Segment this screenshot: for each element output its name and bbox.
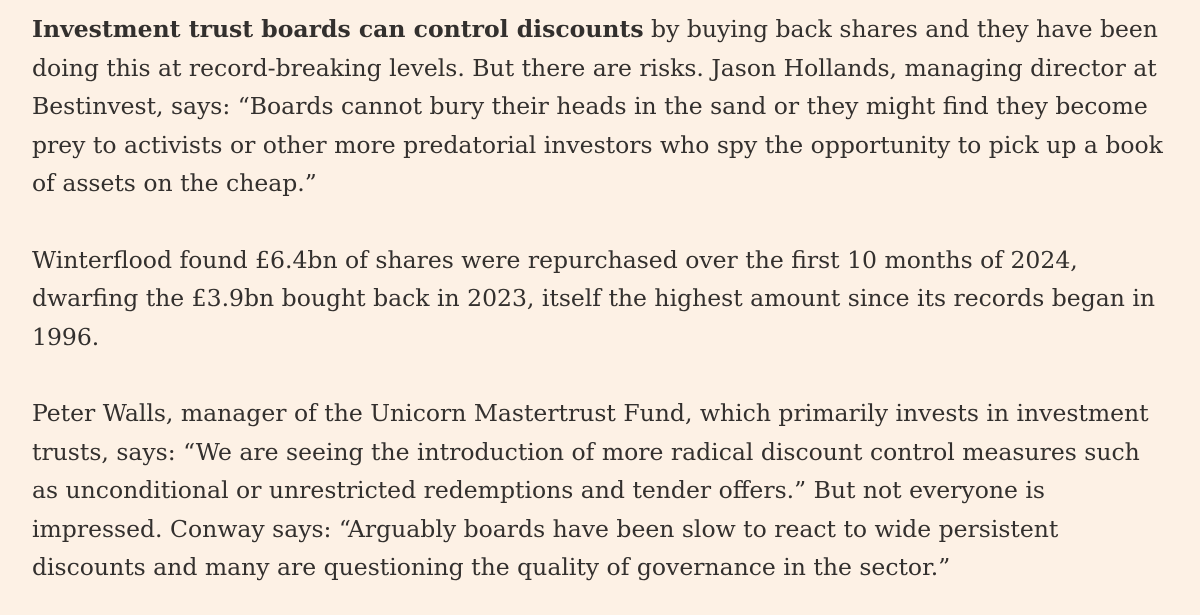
- paragraph-lead-bold: Investment trust boards can control disc…: [32, 15, 644, 43]
- paragraph-peter-walls: Peter Walls, manager of the Unicorn Mast…: [32, 394, 1172, 587]
- article-body: Investment trust boards can control disc…: [32, 10, 1172, 587]
- paragraph-text: Peter Walls, manager of the Unicorn Mast…: [32, 399, 1149, 581]
- paragraph-text: by buying back shares and they have been…: [32, 15, 1163, 197]
- paragraph-winterflood: Winterflood found £6.4bn of shares were …: [32, 241, 1172, 357]
- paragraph-discount-control: Investment trust boards can control disc…: [32, 10, 1172, 203]
- paragraph-text: Winterflood found £6.4bn of shares were …: [32, 245, 1156, 351]
